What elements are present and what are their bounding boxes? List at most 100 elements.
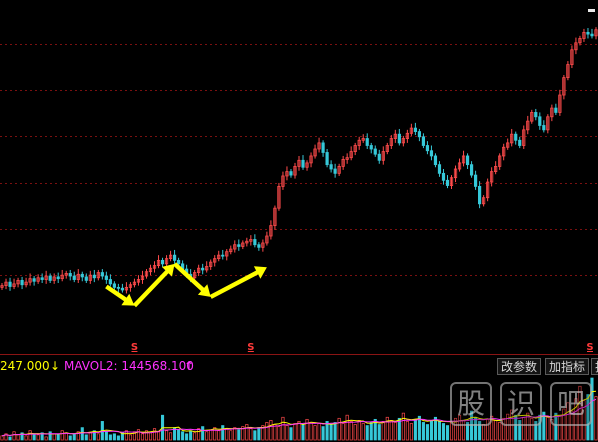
volume-bar: [265, 422, 269, 441]
candle-body: [233, 244, 237, 250]
volume-bar: [369, 422, 373, 441]
candle-body: [574, 42, 578, 51]
candle-body: [393, 133, 397, 139]
watermark-char: 股: [450, 382, 492, 426]
candle-body: [490, 171, 494, 183]
candle-body: [120, 287, 125, 291]
candle-body: [12, 283, 16, 287]
volume-bar: [405, 421, 409, 441]
top-right-marker: [588, 9, 595, 12]
volume-bar: [48, 431, 52, 441]
indicator-menu-button[interactable]: 抗: [591, 358, 598, 375]
candle-body: [0, 285, 4, 288]
candle-body: [465, 155, 470, 166]
candle-body: [437, 164, 442, 174]
watermark-char: 识: [500, 382, 542, 426]
candle-body: [293, 165, 297, 176]
volume-bar: [341, 423, 345, 441]
candle-body: [586, 31, 590, 35]
volume-bar: [502, 417, 506, 441]
candle-body: [40, 277, 44, 280]
candle-body: [594, 29, 598, 37]
volume-bar: [409, 423, 413, 441]
candle-body: [373, 148, 377, 155]
candle-body: [518, 139, 522, 146]
volume-bar: [385, 416, 389, 441]
volume-bar: [193, 432, 197, 441]
volume-value: 247.000: [0, 359, 50, 373]
volume-bar: [177, 429, 181, 441]
volume-bar: [437, 421, 442, 441]
watermark-logo: 股 识 吧: [448, 378, 598, 430]
volume-bar: [96, 433, 100, 441]
volume-bar: [357, 420, 361, 441]
volume-bar: [293, 423, 297, 441]
candle-body: [590, 33, 594, 37]
candle-body: [578, 38, 582, 44]
volume-bar: [582, 400, 586, 441]
candle-body: [421, 136, 426, 146]
candle-body: [353, 145, 357, 152]
candle-body: [128, 284, 133, 288]
volume-bar: [401, 412, 405, 441]
volume-bar: [197, 428, 201, 441]
volume-bar: [205, 431, 209, 441]
volume-bar: [518, 420, 522, 441]
candle-body: [381, 151, 385, 161]
candle-body: [48, 275, 52, 281]
volume-bar: [321, 426, 325, 441]
change-params-button[interactable]: 改参数: [497, 358, 542, 375]
candle-body: [209, 261, 213, 267]
volume-bar: [92, 430, 96, 441]
candle-body: [494, 165, 498, 173]
volume-bar: [325, 421, 329, 441]
volume-bar: [56, 434, 60, 441]
candle-body: [24, 281, 28, 286]
candle-body: [152, 265, 157, 269]
volume-bar: [28, 430, 32, 441]
volume-bar: [140, 433, 145, 441]
volume-bar: [80, 427, 84, 441]
candle-body: [514, 133, 518, 141]
candle-body: [176, 259, 181, 265]
candle-body: [562, 77, 566, 96]
candle-body: [60, 274, 64, 280]
candle-body: [498, 155, 502, 167]
candle-body: [36, 277, 40, 282]
volume-bar: [566, 402, 570, 441]
volume-bar: [345, 414, 349, 441]
volume-bar: [393, 422, 397, 441]
volume-bar: [249, 428, 253, 441]
candle-body: [64, 273, 68, 276]
buy-signal-label: S: [131, 342, 138, 353]
volume-bar: [261, 425, 265, 441]
candle-body: [377, 153, 381, 161]
volume-bar: [534, 421, 538, 441]
candle-body: [357, 139, 361, 146]
candle-body: [52, 276, 56, 281]
candle-body: [317, 142, 321, 150]
add-indicator-button[interactable]: 加指标: [545, 358, 590, 375]
yellow-arrow-icon: [173, 262, 211, 297]
volume-bar: [277, 426, 281, 441]
candle-body: [385, 145, 389, 152]
volume-bar: [433, 416, 438, 441]
candle-body: [570, 49, 574, 65]
candle-body: [72, 275, 76, 280]
volume-bar: [213, 427, 217, 441]
volume-moving-averages: [1, 390, 597, 437]
volume-bar: [253, 430, 257, 441]
candle-body: [221, 254, 225, 257]
mavol-up-arrow-icon: ↑: [184, 359, 195, 373]
volume-bar: [60, 430, 64, 441]
volume-bar: [68, 435, 72, 441]
candle-body: [249, 239, 253, 242]
candle-body: [482, 197, 486, 205]
candle-body: [405, 132, 409, 139]
volume-bar: [221, 425, 225, 441]
volume-bar: [578, 385, 582, 441]
yellow-arrow-icon: [105, 284, 135, 306]
candle-body: [205, 266, 209, 271]
candle-body: [144, 271, 149, 277]
